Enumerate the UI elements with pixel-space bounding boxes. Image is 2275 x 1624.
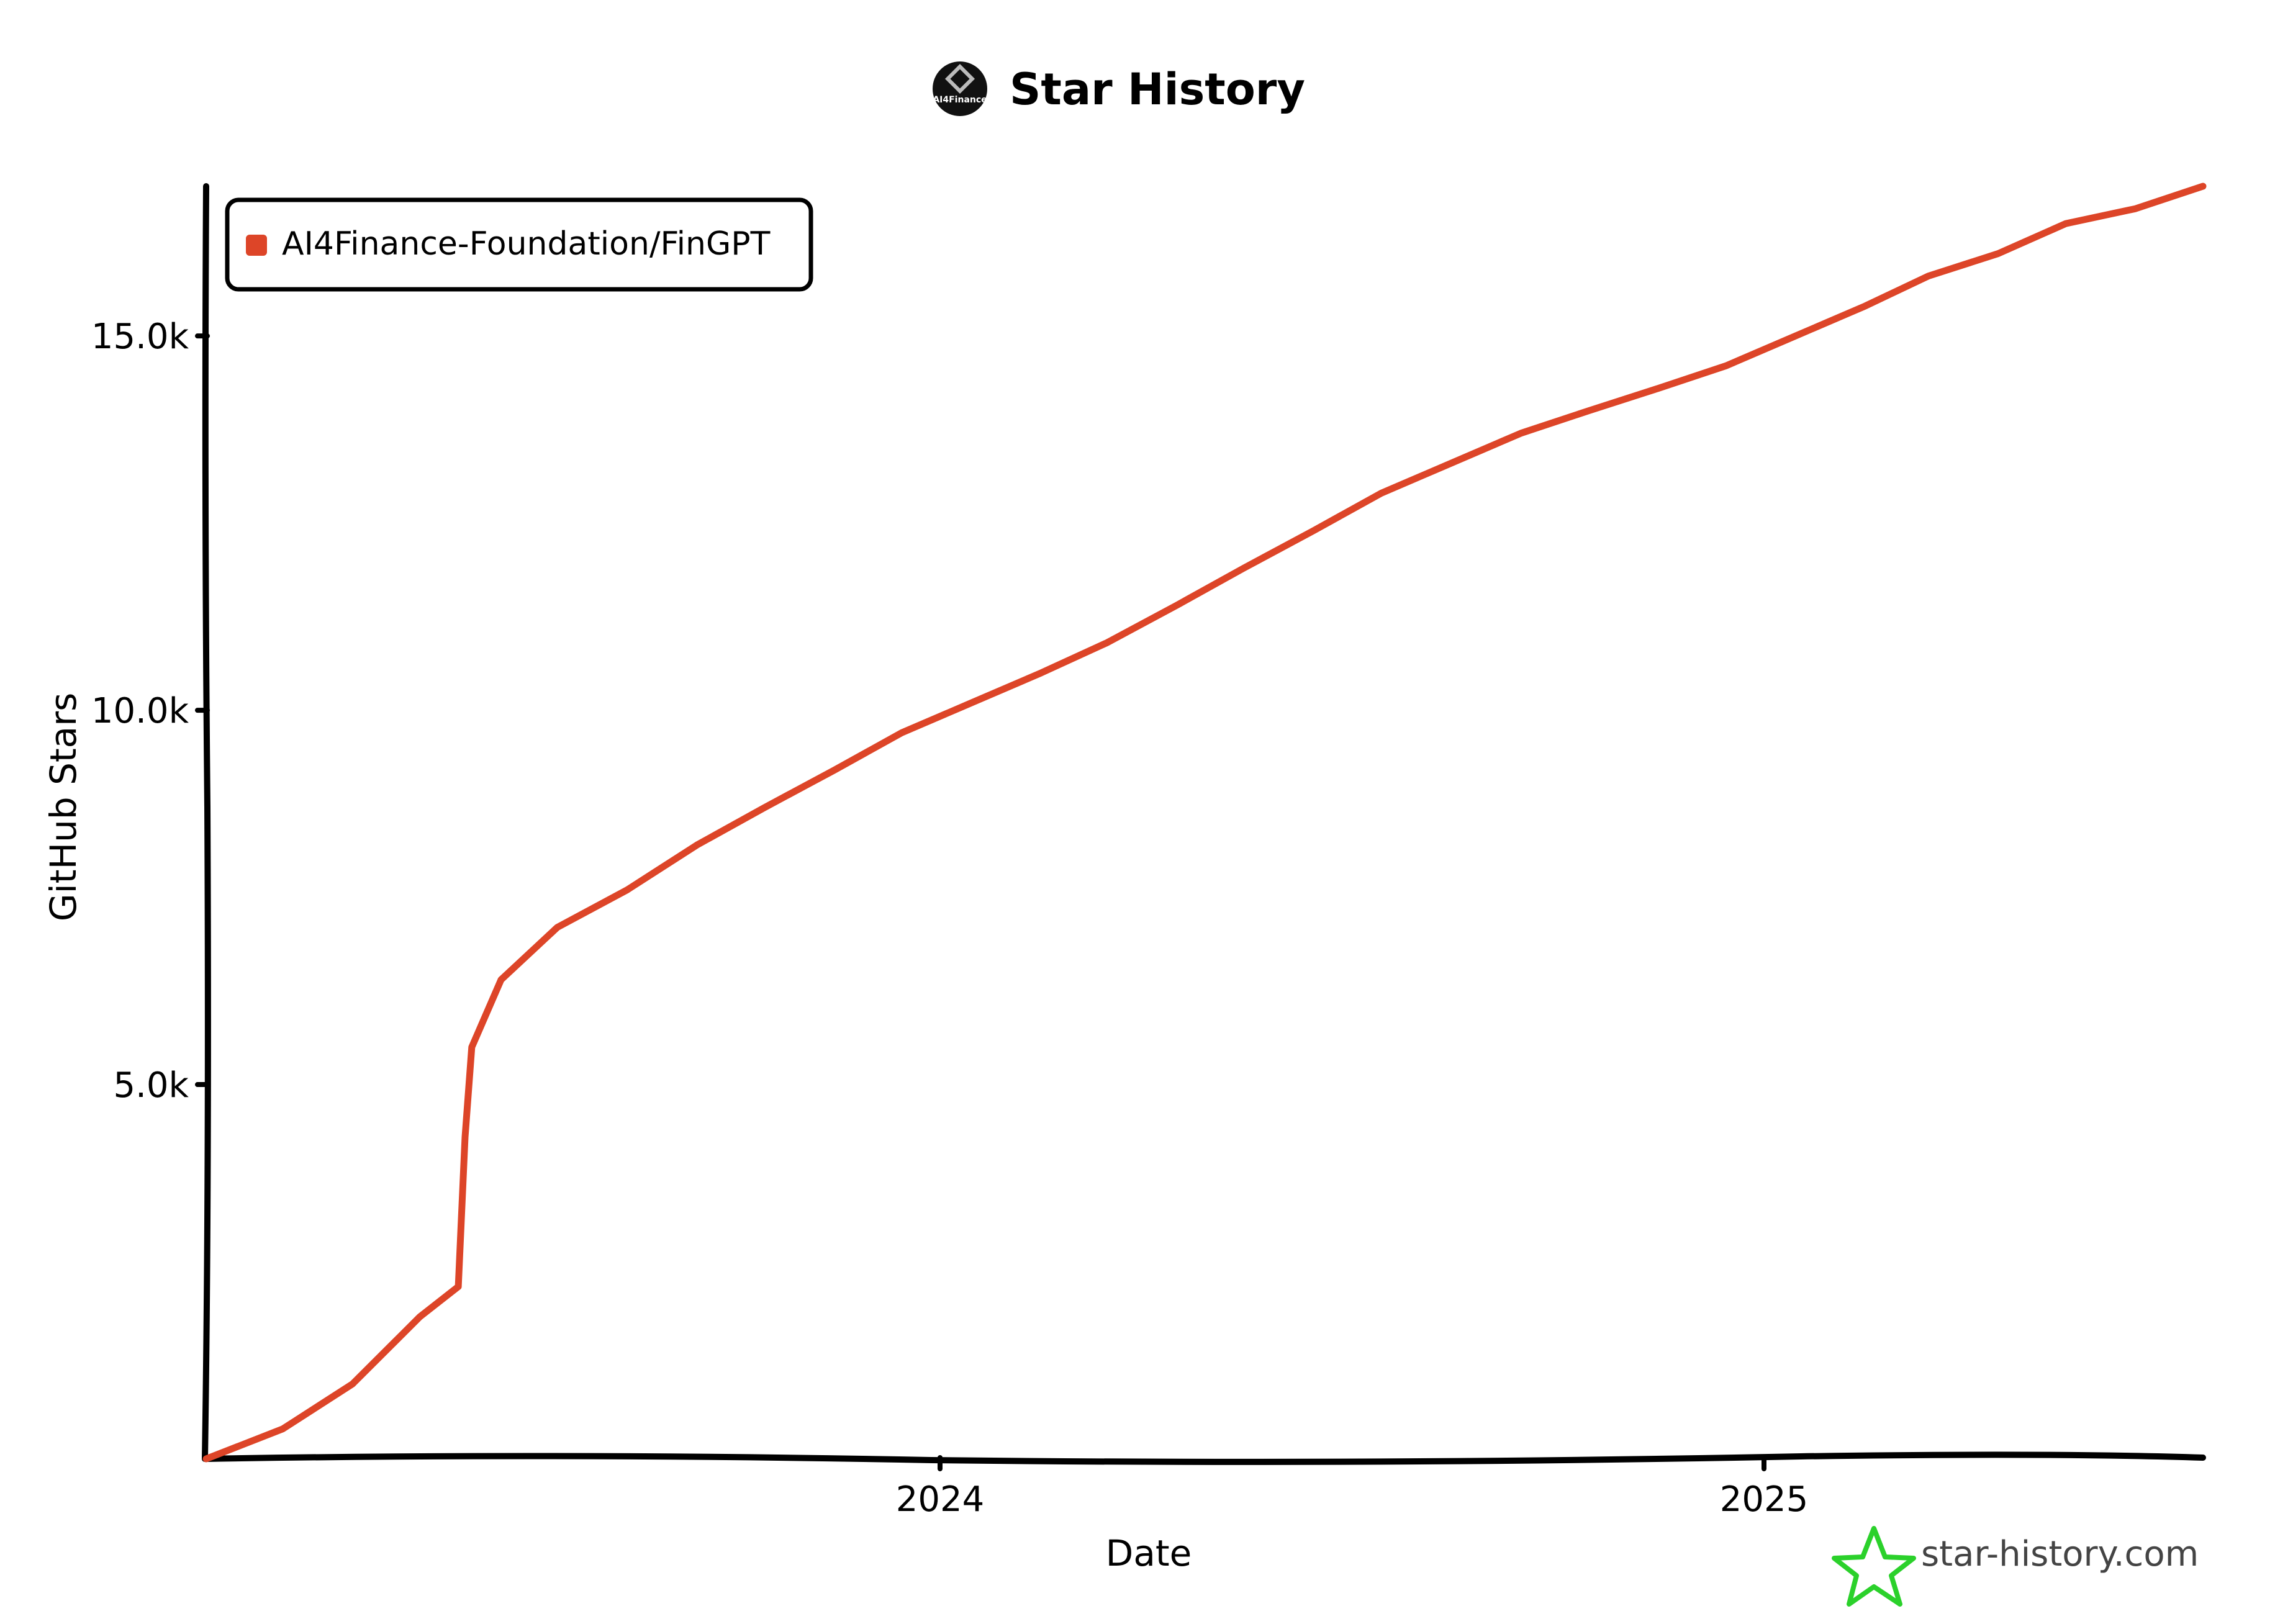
- logo-diamond-icon: [944, 63, 975, 94]
- y-tick-label: 15.0k: [91, 317, 189, 357]
- logo-text: AI4Finance: [933, 95, 987, 105]
- legend: AI4Finance-Foundation/FinGPT: [225, 197, 813, 292]
- y-axis-ticks: 5.0k 10.0k 15.0k: [91, 317, 210, 1106]
- watermark: star-history.com: [1832, 1526, 2199, 1607]
- legend-label: AI4Finance-Foundation/FinGPT: [282, 225, 771, 263]
- legend-swatch: [246, 235, 267, 256]
- y-axis-label: GitHub Stars: [42, 693, 84, 922]
- series-group: [202, 183, 2207, 1463]
- y-tick-label: 10.0k: [91, 691, 189, 731]
- y-tick-label: 5.0k: [114, 1065, 189, 1106]
- watermark-text: star-history.com: [1921, 1534, 2199, 1574]
- legend-box: [225, 197, 813, 292]
- x-tick-label: 2025: [1720, 1479, 1809, 1520]
- star-outline-icon: [1832, 1526, 1916, 1607]
- x-axis-label: Date: [1106, 1532, 1192, 1574]
- x-axis-ticks: 2024 2025: [896, 1455, 1809, 1520]
- x-axis-line: [203, 1451, 2206, 1465]
- chart-title: Star History: [1010, 64, 1305, 115]
- series-line: [202, 183, 2207, 1463]
- chart-header: AI4Finance Star History: [933, 61, 1305, 116]
- x-tick-label: 2024: [896, 1479, 985, 1520]
- y-axis-line: [202, 183, 211, 1462]
